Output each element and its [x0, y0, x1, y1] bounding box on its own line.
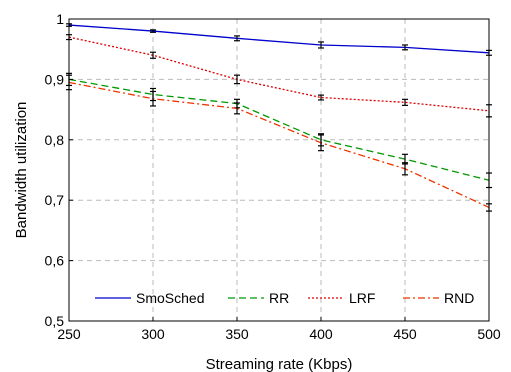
series-line: [68, 81, 490, 209]
series-layer: [66, 23, 492, 212]
y-tick-label: 0,9: [45, 71, 65, 87]
y-tick-label: 0,8: [45, 132, 65, 148]
x-tick-label: 350: [225, 326, 249, 342]
legend-label: RR: [269, 290, 289, 306]
x-axis-title: Streaming rate (Kbps): [206, 356, 353, 372]
series-smosched: [66, 23, 492, 56]
error-bar: [402, 44, 408, 51]
y-tick-label: 0,6: [45, 253, 65, 269]
legend-item: RR: [228, 290, 289, 306]
error-bar: [150, 90, 156, 107]
legend: SmoSched RR LRF RND: [95, 290, 474, 306]
legend-label: SmoSched: [136, 290, 204, 306]
x-axis: 250 300 350 400 450 500: [57, 317, 501, 342]
series-lrf: [66, 34, 492, 118]
series-line: [68, 36, 490, 112]
error-bar: [402, 162, 408, 176]
error-bar: [318, 134, 324, 152]
series-rnd: [66, 74, 492, 212]
error-bar: [318, 94, 324, 101]
y-tick-label: 0,5: [45, 313, 65, 329]
legend-label: RND: [444, 290, 474, 306]
x-tick-label: 400: [309, 326, 333, 342]
legend-label: LRF: [349, 290, 375, 306]
error-bar: [234, 35, 240, 42]
grid: [69, 19, 489, 321]
y-axis: 0,5 0,6 0,7 0,8 0,9 1: [45, 11, 73, 329]
series-line: [68, 24, 490, 54]
x-tick-label: 450: [393, 326, 417, 342]
error-bar: [150, 51, 156, 59]
legend-item: SmoSched: [95, 290, 204, 306]
series-line: [68, 78, 490, 181]
x-tick-label: 500: [477, 326, 501, 342]
error-bar: [234, 74, 240, 85]
error-bar: [318, 41, 324, 49]
plot-frame: [68, 18, 490, 322]
y-tick-label: 1: [56, 11, 64, 27]
legend-item: LRF: [308, 290, 375, 306]
y-tick-label: 0,7: [45, 192, 65, 208]
x-tick-label: 250: [57, 326, 81, 342]
legend-item: RND: [403, 290, 474, 306]
error-bar: [234, 102, 240, 115]
x-tick-label: 300: [141, 326, 165, 342]
error-bar: [402, 98, 408, 106]
series-rr: [66, 72, 492, 189]
error-bar: [150, 29, 156, 33]
y-axis-title: Bandwidth utilization: [13, 102, 30, 239]
